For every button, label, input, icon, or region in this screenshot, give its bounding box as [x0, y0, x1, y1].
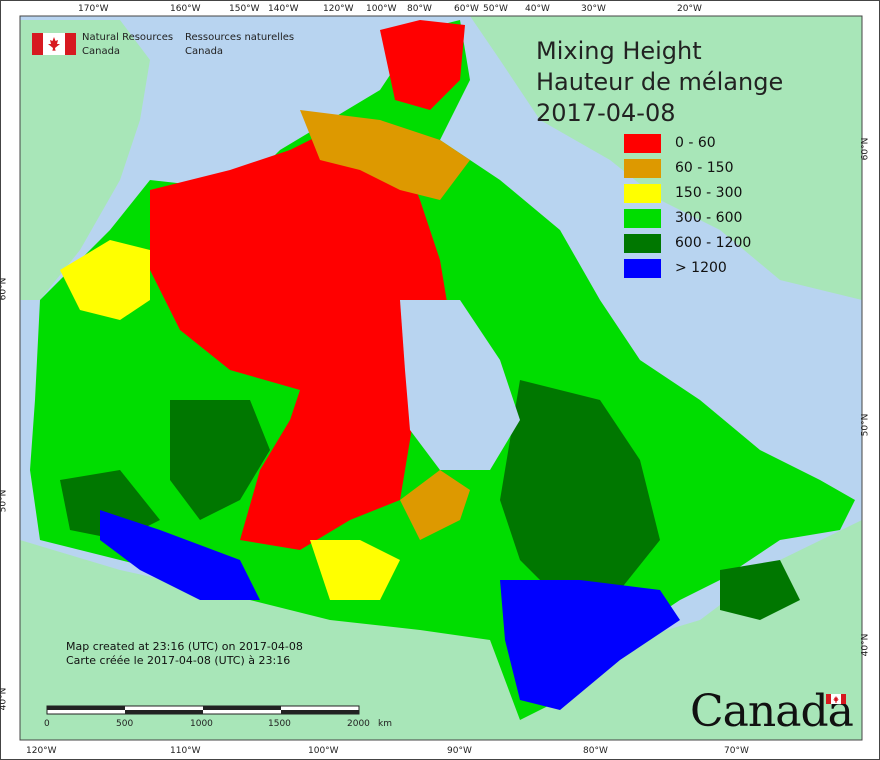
- scale-label: 1000: [190, 719, 213, 729]
- zone-red-banks: [240, 150, 300, 210]
- top-tick-label: 120°W: [323, 4, 354, 14]
- top-tick-label: 80°W: [407, 4, 432, 14]
- inner-frame: [19, 15, 863, 741]
- legend-swatch: [624, 159, 661, 178]
- greenland-land: [470, 16, 862, 300]
- agency-fr-line1: Ressources naturelles: [185, 32, 295, 43]
- zone-yellow-manitoba: [310, 540, 400, 600]
- zone-red-ellesmere: [380, 20, 465, 110]
- bottom-tick-label: 110°W: [170, 746, 201, 756]
- bottom-tick-label: 80°W: [583, 746, 608, 756]
- top-tick-label: 30°W: [581, 4, 606, 14]
- alaska-land: [20, 20, 150, 300]
- scale-label: 500: [116, 719, 134, 729]
- top-tick-label: 40°W: [525, 4, 550, 14]
- legend-swatch: [624, 259, 661, 278]
- legend-swatch: [624, 209, 661, 228]
- bottom-tick-label: 70°W: [724, 746, 749, 756]
- scale-bar: 0 500 1000 1500 2000 km: [40, 700, 392, 730]
- left-tick-label: 40°N: [0, 687, 9, 711]
- scale-unit: km: [378, 719, 392, 729]
- hudson-bay: [400, 300, 520, 470]
- zone-darkgreen-maritimes: [720, 560, 800, 620]
- credit-en: Map created at 23:16 (UTC) on 2017-04-08: [66, 640, 303, 653]
- map-title: Mixing Height Hauteur de mélange 2017-04…: [536, 36, 783, 129]
- left-tick-label: 60°N: [0, 277, 9, 301]
- top-tick-label: 20°W: [677, 4, 702, 14]
- bottom-tick-label: 120°W: [26, 746, 57, 756]
- legend-label: 300 - 600: [675, 210, 743, 226]
- top-tick-label: 150°W: [229, 4, 260, 14]
- zone-red-central: [150, 120, 450, 550]
- top-tick-label: 60°W: [454, 4, 479, 14]
- right-tick-label: 40°N: [860, 633, 871, 657]
- zone-blue-ontario: [500, 580, 680, 710]
- top-tick-label: 100°W: [366, 4, 397, 14]
- zone-orange-islands: [300, 110, 470, 200]
- agency-en-line2: Canada: [82, 46, 121, 57]
- zone-yellow-yukon: [60, 240, 150, 320]
- title-en: Mixing Height: [536, 37, 702, 65]
- bottom-tick-label: 90°W: [447, 746, 472, 756]
- zone-darkgreen-quebec: [500, 380, 660, 600]
- legend-label: > 1200: [675, 260, 727, 276]
- title-fr: Hauteur de mélange: [536, 68, 784, 96]
- left-tick-label: 50°N: [0, 489, 9, 513]
- right-tick-label: 50°N: [860, 413, 871, 437]
- scale-label: 2000: [347, 719, 370, 729]
- wordmark-flag-icon: [826, 694, 846, 704]
- scale-bar-graphic: [46, 705, 360, 715]
- bottom-tick-label: 100°W: [308, 746, 339, 756]
- legend-label: 0 - 60: [675, 135, 716, 151]
- legend-swatch: [624, 234, 661, 253]
- legend-label: 600 - 1200: [675, 235, 752, 251]
- top-tick-label: 170°W: [78, 4, 109, 14]
- canada-flag-icon: [32, 33, 76, 55]
- legend-label: 150 - 300: [675, 185, 743, 201]
- scale-label: 0: [44, 719, 50, 729]
- legend-label: 60 - 150: [675, 160, 734, 176]
- agency-name-en: Natural Resources Canada: [82, 31, 173, 59]
- agency-en-line1: Natural Resources: [82, 32, 174, 43]
- scale-label: 1500: [268, 719, 291, 729]
- zone-orange-hudson: [400, 470, 470, 540]
- map-credit: Map created at 23:16 (UTC) on 2017-04-08…: [66, 640, 303, 668]
- top-tick-label: 140°W: [268, 4, 299, 14]
- agency-fr-line2: Canada: [185, 46, 224, 57]
- right-tick-label: 60°N: [860, 137, 871, 161]
- legend-swatch: [624, 184, 661, 203]
- zone-darkgreen-alberta: [170, 400, 270, 520]
- top-tick-label: 160°W: [170, 4, 201, 14]
- title-date: 2017-04-08: [536, 99, 676, 127]
- agency-name-fr: Ressources naturelles Canada: [185, 31, 294, 59]
- top-tick-label: 50°W: [483, 4, 508, 14]
- credit-fr: Carte créée le 2017-04-08 (UTC) à 23:16: [66, 654, 291, 667]
- legend-swatch: [624, 134, 661, 153]
- nrcan-logo: Natural Resources Canada Ressources natu…: [32, 30, 294, 60]
- zone-blue-prairies: [100, 510, 260, 600]
